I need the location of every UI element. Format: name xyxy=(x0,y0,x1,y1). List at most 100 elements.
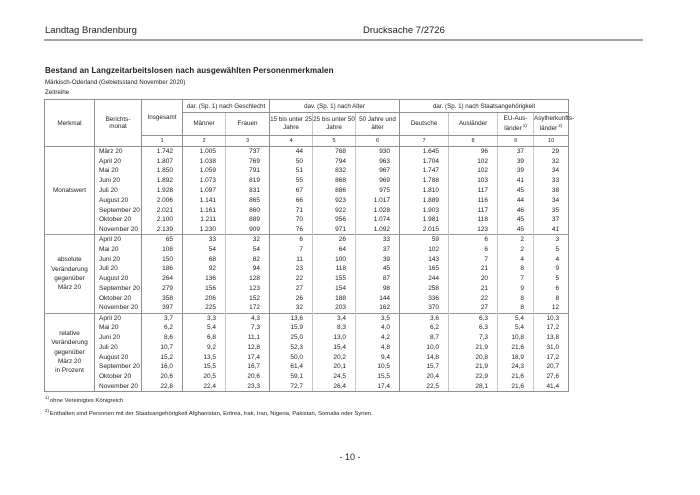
value-cell: 15,5 xyxy=(182,362,226,372)
table-row: April 20 1.807 1.038 769 50 794 963 1.704 102 39 3… xyxy=(45,156,569,167)
value-cell: 22,8 xyxy=(141,381,183,392)
value-cell: 1.038 xyxy=(182,156,226,167)
month-cell: März 20 xyxy=(94,146,142,157)
value-cell: 27 xyxy=(269,283,313,294)
value-cell: 123 xyxy=(224,283,270,294)
value-cell: 21,9 xyxy=(448,362,498,372)
value-cell: 55 xyxy=(269,175,313,186)
value-cell: 1.211 xyxy=(182,215,226,225)
value-cell: 8,6 xyxy=(141,332,183,343)
value-cell: 3,5 xyxy=(355,312,400,323)
month-cell: September 20 xyxy=(94,362,142,372)
value-cell: 886 xyxy=(312,185,356,196)
value-cell: 20,5 xyxy=(182,371,226,382)
value-cell: 860 xyxy=(224,205,270,216)
value-cell: 34 xyxy=(533,195,569,206)
value-cell: 34 xyxy=(533,166,569,176)
table-row: Juli 20 10,7 9,2 12,8 52,3 15,4 4,8 10,0 21,9 21,… xyxy=(45,342,569,353)
col-number-5: 5 xyxy=(312,135,356,147)
table-area: Merkmal Berichts- monat Insgesamt dar. (… xyxy=(44,99,574,417)
col-header-insgesamt: Insgesamt xyxy=(141,99,183,136)
col-number-10: 10 xyxy=(533,135,569,147)
value-cell: 68 xyxy=(182,254,226,265)
page-title: Bestand an Langzeitarbeitslosen nach aus… xyxy=(45,66,334,75)
value-cell: 4,2 xyxy=(355,332,400,343)
group-header-staatsangehoerigkeit: dar. (Sp. 1) nach Staatsangehörigkeit xyxy=(399,99,569,113)
value-cell: 152 xyxy=(224,293,270,304)
value-cell: 3 xyxy=(533,234,569,245)
value-cell: 1.141 xyxy=(182,195,226,206)
value-cell: 9,4 xyxy=(355,352,400,363)
value-cell: 32 xyxy=(224,234,270,245)
value-cell: 20,6 xyxy=(224,371,270,382)
value-cell: 1.059 xyxy=(182,166,226,176)
value-cell: 8 xyxy=(497,264,534,274)
value-cell: 768 xyxy=(312,146,356,157)
month-cell: Mai 20 xyxy=(94,244,142,255)
value-cell: 18,9 xyxy=(497,352,534,363)
value-cell: 963 xyxy=(355,156,400,167)
value-cell: 1.073 xyxy=(182,175,226,186)
section-label: relative Veränderung gegenüber März 20 i… xyxy=(44,312,95,392)
value-cell: 108 xyxy=(141,244,183,255)
value-cell: 10,3 xyxy=(533,312,569,323)
value-cell: 15,9 xyxy=(269,322,313,333)
value-cell: 831 xyxy=(224,185,270,196)
group-header-geschlecht: dar. (Sp. 1) nach Geschlecht xyxy=(181,99,270,113)
value-cell: 128 xyxy=(224,273,270,284)
value-cell: 1.981 xyxy=(399,215,449,225)
value-cell: 22 xyxy=(269,273,313,284)
value-cell: 975 xyxy=(355,185,400,196)
col-number-4: 4 xyxy=(269,135,313,147)
col-header-maenner: Männer xyxy=(182,112,226,136)
col-number-9: 9 xyxy=(497,135,534,147)
table-row: Oktober 20 20,6 20,5 20,6 59,1 24,5 15,5 20,4 22… xyxy=(45,371,569,382)
value-cell: 8,7 xyxy=(399,332,449,343)
table-row: Oktober 20 2.100 1.211 889 70 956 1.074 1.981 11… xyxy=(45,215,569,225)
value-cell: 4,0 xyxy=(355,322,400,333)
table-row: Mai 20 108 54 54 7 64 37 102 6 2 5 xyxy=(45,244,569,255)
series-label: Zeitreihe xyxy=(45,88,70,96)
value-cell: 21,9 xyxy=(448,342,498,353)
value-cell: 1.850 xyxy=(141,166,183,176)
value-cell: 12 xyxy=(533,303,569,314)
value-cell: 116 xyxy=(448,195,498,206)
value-cell: 98 xyxy=(355,283,400,294)
value-cell: 24,5 xyxy=(312,371,356,382)
value-cell: 6 xyxy=(448,244,498,255)
statistics-table: Merkmal Berichts- monat Insgesamt dar. (… xyxy=(44,99,574,392)
value-cell: 28,1 xyxy=(448,381,498,392)
value-cell: 41,4 xyxy=(533,381,569,392)
value-cell: 967 xyxy=(355,166,400,176)
value-cell: 7,3 xyxy=(448,332,498,343)
value-cell: 165 xyxy=(399,264,449,274)
value-cell: 26,4 xyxy=(312,381,356,392)
col-header-merkmal: Merkmal xyxy=(44,99,95,147)
value-cell: 6,2 xyxy=(399,322,449,333)
value-cell: 71 xyxy=(269,205,313,216)
value-cell: 50,0 xyxy=(269,352,313,363)
value-cell: 956 xyxy=(312,215,356,225)
value-cell: 279 xyxy=(141,283,183,294)
value-cell: 17,2 xyxy=(533,322,569,333)
value-cell: 5,4 xyxy=(497,312,534,323)
value-cell: 31,0 xyxy=(533,342,569,353)
value-cell: 16,7 xyxy=(224,362,270,372)
month-cell: Juli 20 xyxy=(94,264,142,274)
table-row: Mai 20 1.850 1.059 791 51 832 967 1.747 102 39 34 xyxy=(45,166,569,176)
value-cell: 1.074 xyxy=(355,215,400,225)
value-cell: 21 xyxy=(448,264,498,274)
value-cell: 37 xyxy=(355,244,400,255)
table-row: Juli 20 1.928 1.097 831 67 886 975 1.810 117 45 38 xyxy=(45,185,569,196)
document-header-right: Drucksache 7/2726 xyxy=(363,25,445,36)
value-cell: 1.889 xyxy=(399,195,449,206)
col-number-6: 6 xyxy=(355,135,400,147)
value-cell: 76 xyxy=(269,224,313,235)
value-cell: 13,8 xyxy=(533,332,569,343)
value-cell: 154 xyxy=(312,283,356,294)
value-cell: 21,6 xyxy=(497,342,534,353)
value-cell: 2.100 xyxy=(141,215,183,225)
value-cell: 5,4 xyxy=(182,322,226,333)
table-row: relative Veränderung gegenüber März 20 i… xyxy=(44,312,569,392)
value-cell: 865 xyxy=(224,195,270,206)
